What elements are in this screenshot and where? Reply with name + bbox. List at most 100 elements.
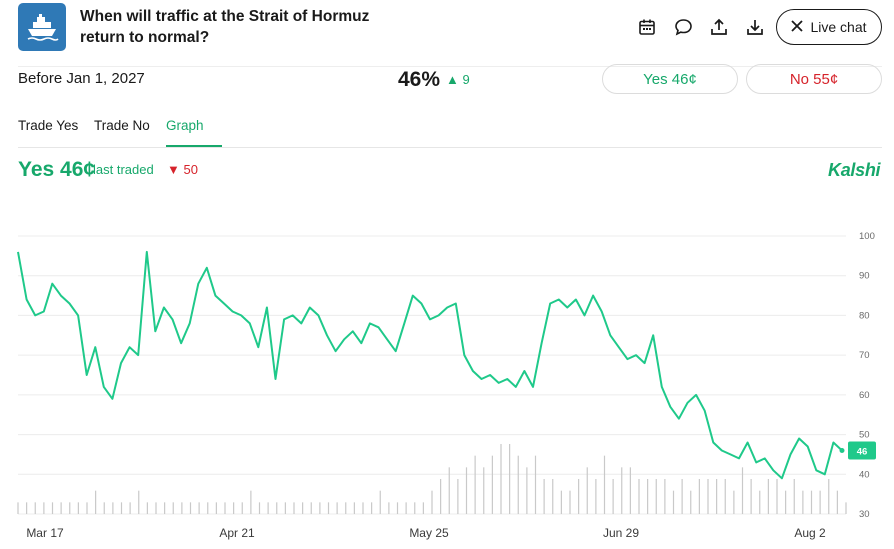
volume-bar	[647, 479, 649, 514]
volume-bar	[552, 479, 554, 514]
probability-value: 46%	[398, 68, 441, 91]
volume-bar	[43, 502, 45, 514]
y-tick-label: 50	[859, 430, 870, 441]
volume-bar	[422, 502, 424, 514]
last-traded-change: ▼ 50	[167, 162, 198, 177]
volume-bar	[26, 502, 28, 514]
volume-bar	[164, 502, 166, 514]
volume-bar	[86, 502, 88, 514]
volume-bar	[60, 502, 62, 514]
volume-bar	[233, 502, 235, 514]
last-traded-label: last traded	[93, 162, 154, 177]
divider	[18, 66, 882, 67]
volume-bar	[405, 502, 407, 514]
kalshi-logo: Kalshi	[828, 160, 881, 180]
volume-bar	[543, 479, 545, 514]
volume-bar	[836, 490, 838, 514]
outcome-label: Before Jan 1, 2027	[18, 70, 145, 87]
buy-no-button[interactable]: No 55¢	[746, 64, 882, 94]
volume-bar	[327, 502, 330, 514]
volume-bar	[716, 479, 718, 514]
volume-bar	[802, 490, 804, 514]
volume-bar	[215, 502, 217, 514]
volume-bar	[250, 490, 252, 514]
active-tab-indicator	[166, 145, 222, 147]
volume-bar	[146, 502, 148, 514]
tab-trade-no[interactable]: Trade No	[94, 118, 150, 133]
volume-bar	[672, 490, 675, 514]
volume-bar	[440, 479, 442, 514]
volume-bar	[120, 502, 123, 514]
volume-bar	[448, 467, 450, 514]
volume-bar	[509, 444, 511, 514]
price-chart[interactable]: 30 40 50 60 70 80 90 100 Mar 17 Apr 21 May 25 Jun …	[0, 220, 894, 549]
volume-bar	[491, 455, 493, 514]
volume-bar	[474, 455, 476, 514]
x-tick-label: Mar 17	[26, 526, 64, 540]
volume-bar	[34, 502, 36, 514]
buy-yes-button[interactable]: Yes 46¢	[602, 64, 738, 94]
tab-graph[interactable]: Graph	[166, 118, 204, 133]
volume-bar	[293, 502, 295, 514]
volume-bar	[517, 455, 519, 514]
volume-bar	[595, 479, 597, 514]
calendar-icon[interactable]	[634, 14, 660, 40]
volume-bar	[276, 502, 278, 514]
x-tick-label: Aug 2	[794, 526, 826, 540]
volume-bar	[603, 455, 606, 514]
current-value-badge	[848, 441, 876, 460]
volume-bar	[138, 490, 140, 514]
volume-bar	[198, 502, 200, 514]
volume-bar	[224, 502, 226, 514]
volume-bar	[629, 467, 631, 514]
volume-bar	[17, 502, 19, 514]
comment-icon[interactable]	[670, 14, 696, 40]
volume-bar	[810, 490, 813, 514]
volume-bar	[241, 502, 243, 514]
volume-bar	[457, 479, 459, 514]
volume-bar	[319, 502, 321, 514]
close-icon	[791, 19, 804, 35]
volume-bar	[534, 455, 537, 514]
volume-bar	[664, 479, 666, 514]
y-tick-label: 30	[859, 509, 870, 520]
tab-trade-yes[interactable]: Trade Yes	[18, 118, 79, 133]
volume-bar	[845, 502, 847, 514]
y-tick-label: 70	[859, 350, 870, 361]
volume-bar	[345, 502, 347, 514]
outcome-row: Before Jan 1, 2027 46% ▲ 9 Yes 46¢ No 55…	[0, 62, 894, 98]
share-icon[interactable]	[706, 14, 732, 40]
volume-bar	[698, 479, 700, 514]
yes-price: Yes 46¢	[18, 158, 96, 181]
volume-bar	[155, 502, 157, 514]
market-header: When will traffic at the Strait of Hormu…	[0, 0, 894, 62]
volume-bar	[431, 490, 433, 514]
y-tick-label: 60	[859, 390, 870, 401]
live-chat-button[interactable]: Live chat	[776, 9, 882, 45]
volume-bar	[483, 467, 485, 514]
volume-bar	[258, 502, 261, 514]
volume-bar	[586, 467, 588, 514]
y-tick-label: 100	[859, 231, 875, 242]
x-tick-label: Apr 21	[219, 526, 255, 540]
volume-bar	[681, 479, 683, 514]
volume-bar	[103, 502, 105, 514]
volume-bar	[733, 490, 735, 514]
volume-bar	[750, 479, 752, 514]
current-value-label: 46	[857, 446, 868, 457]
volume-bar	[77, 502, 79, 514]
volume-bar	[129, 502, 131, 514]
volume-bar	[95, 490, 97, 514]
volume-bar	[793, 479, 795, 514]
download-icon[interactable]	[742, 14, 768, 40]
volume-bar	[655, 479, 657, 514]
y-tick-label: 40	[859, 469, 870, 480]
probability-change: ▲ 9	[446, 72, 470, 87]
volume-bar	[388, 502, 390, 514]
volume-bar	[690, 490, 692, 514]
volume-bar	[776, 479, 778, 514]
y-tick-label: 90	[859, 271, 870, 282]
tab-bar: Trade Yes Trade No Graph	[18, 112, 882, 148]
volume-bar	[284, 502, 286, 514]
volume-bar	[189, 502, 192, 514]
